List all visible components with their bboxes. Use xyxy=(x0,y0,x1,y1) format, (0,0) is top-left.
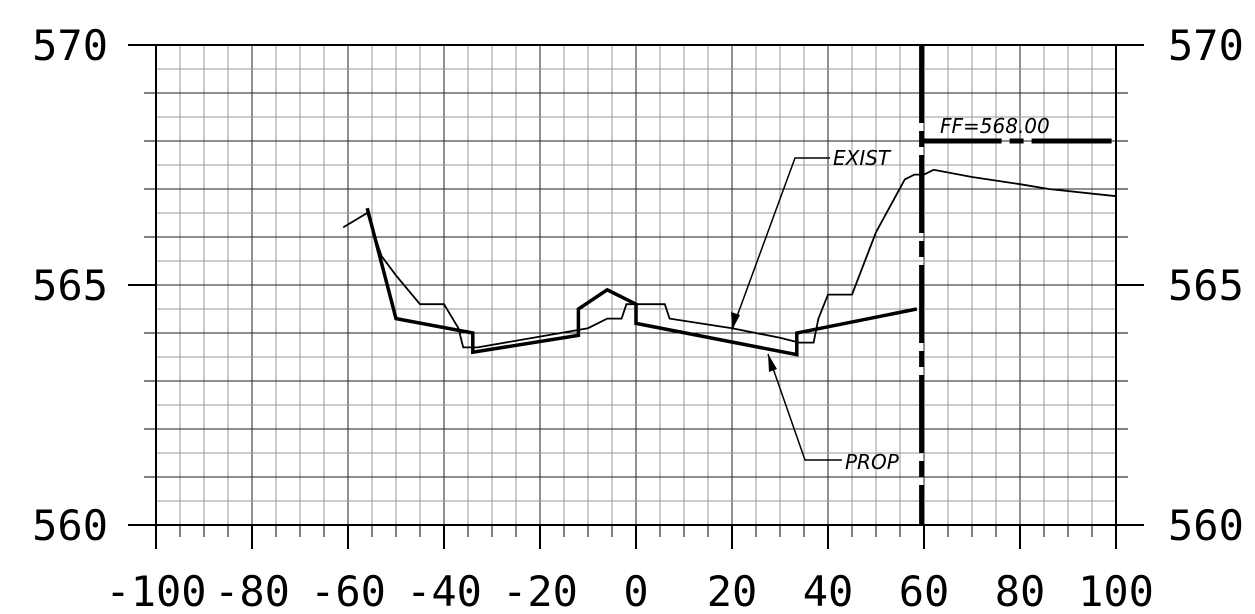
x-tick-label: -40 xyxy=(406,567,482,614)
x-tick-label: -80 xyxy=(214,567,290,614)
exist-arrowhead xyxy=(731,312,740,330)
x-tick-label: -100 xyxy=(105,567,206,614)
exist-annotation: EXIST xyxy=(833,146,892,170)
x-tick-label: 60 xyxy=(899,567,950,614)
x-tick-label: 40 xyxy=(803,567,854,614)
ff-annotation: FF=568.00 xyxy=(940,114,1050,138)
x-tick-label: -60 xyxy=(310,567,386,614)
y-tick-label-right: 560 xyxy=(1168,501,1244,550)
y-tick-label-right: 570 xyxy=(1168,21,1244,70)
prop-annotation: PROP xyxy=(845,450,900,474)
prop-arrowhead xyxy=(768,354,777,372)
plot-frame xyxy=(128,44,1144,549)
tick-labels: -100 -80 -60 -40 -20 0 20 40 60 80 100 560 560 565 565… xyxy=(32,21,1244,614)
prop-leader xyxy=(767,353,842,461)
x-tick-label: 20 xyxy=(707,567,758,614)
y-tick-label-right: 565 xyxy=(1168,261,1244,310)
y-tick-label-left: 565 xyxy=(32,261,108,310)
series-prop-line xyxy=(365,207,918,357)
series-exist-line xyxy=(342,168,1117,349)
series-lines xyxy=(342,168,1117,357)
reference-lines xyxy=(919,45,1116,525)
x-tick-label: 80 xyxy=(995,567,1046,614)
x-tick-label: 100 xyxy=(1078,567,1154,614)
x-tick-label: 0 xyxy=(623,567,648,614)
exist-leader xyxy=(731,157,830,331)
y-tick-label-left: 560 xyxy=(32,501,108,550)
y-tick-label-left: 570 xyxy=(32,21,108,70)
annotation-leaders xyxy=(731,157,842,461)
x-tick-label: -20 xyxy=(502,567,578,614)
